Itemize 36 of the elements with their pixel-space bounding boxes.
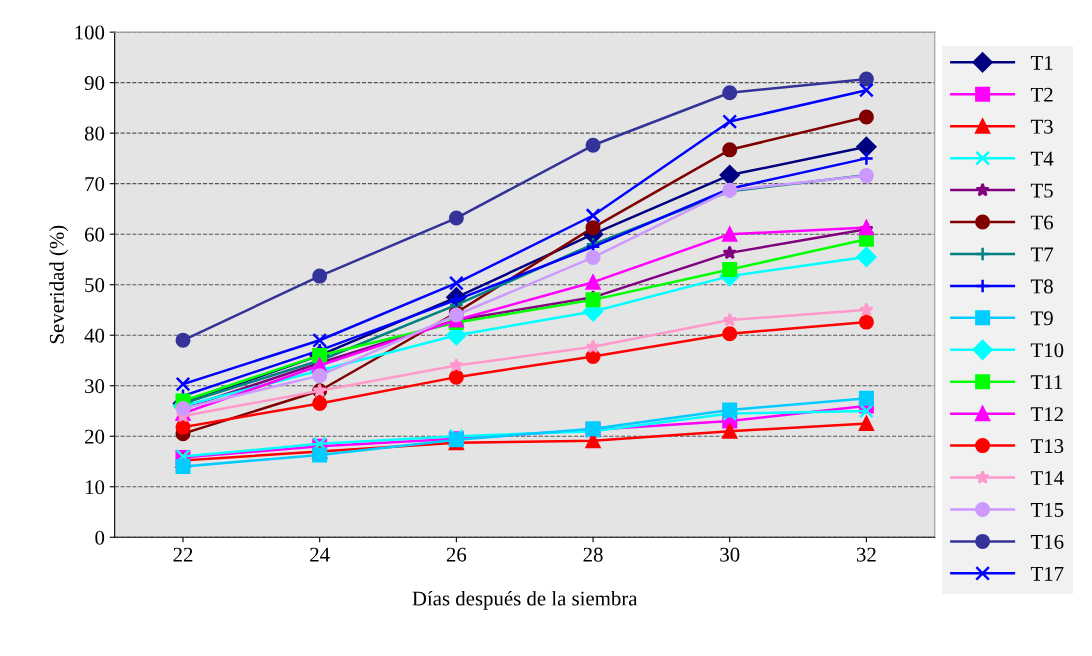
legend-label: T2 xyxy=(1030,87,1053,102)
legend-label: T4 xyxy=(1030,151,1054,166)
y-tick-label: 0 xyxy=(95,530,105,545)
legend-label: T1 xyxy=(1030,55,1053,70)
legend-label: T3 xyxy=(1030,119,1053,134)
x-tick-label: 22 xyxy=(173,547,193,562)
legend-label: T13 xyxy=(1030,439,1064,454)
legend-label: T16 xyxy=(1030,534,1064,549)
x-tick-label: 28 xyxy=(583,547,603,562)
legend-label: T10 xyxy=(1030,343,1064,358)
y-tick-label: 90 xyxy=(84,76,105,91)
legend-label: T9 xyxy=(1030,311,1053,326)
y-tick-label: 20 xyxy=(85,429,105,444)
y-tick-label: 80 xyxy=(84,126,105,141)
legend-label: T11 xyxy=(1030,375,1063,390)
legend-label: T7 xyxy=(1030,247,1054,262)
x-axis-title: Días después de la siembra xyxy=(412,590,638,610)
y-tick-label: 10 xyxy=(85,480,105,495)
y-tick-label: 100 xyxy=(75,25,105,40)
legend-label: T5 xyxy=(1030,183,1053,198)
y-axis-title: Severidad (%) xyxy=(49,225,69,344)
legend-label: T8 xyxy=(1030,279,1053,294)
y-tick-label: 40 xyxy=(84,328,105,343)
x-tick-label: 30 xyxy=(720,547,740,562)
y-tick-label: 50 xyxy=(85,278,105,293)
y-tick-label: 30 xyxy=(85,379,105,394)
legend-label: T17 xyxy=(1030,566,1064,581)
y-tick-label: 70 xyxy=(85,177,105,192)
legend-label: T6 xyxy=(1030,215,1054,230)
y-tick-label: 60 xyxy=(85,227,105,242)
legend-label: T15 xyxy=(1030,503,1064,517)
x-tick-label: 32 xyxy=(856,547,876,562)
legend-label: T14 xyxy=(1030,471,1064,485)
x-tick-label: 24 xyxy=(310,547,330,562)
legend-label: T12 xyxy=(1030,407,1063,421)
x-tick-label: 26 xyxy=(446,547,467,562)
